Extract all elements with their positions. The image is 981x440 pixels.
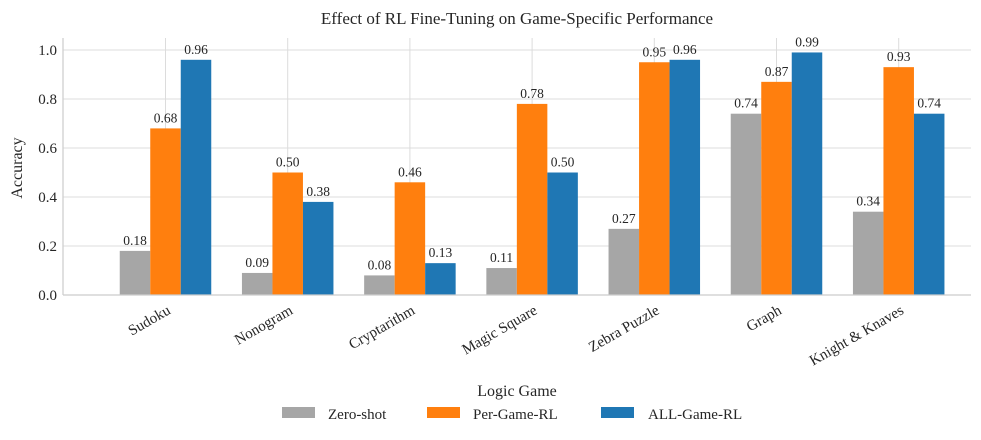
bar-per-game-rl (150, 128, 181, 295)
legend-swatch (282, 407, 315, 418)
y-axis-label: Accuracy (9, 137, 26, 198)
legend: Logic Game Zero-shot Per-Game-RL ALL-Game-… (282, 383, 742, 423)
data-label: 0.18 (123, 233, 147, 248)
chart-title: Effect of RL Fine-Tuning on Game-Specifi… (321, 9, 713, 28)
data-label: 0.09 (245, 255, 269, 270)
y-tick-label: 1.0 (38, 43, 57, 59)
axes (62, 38, 971, 296)
data-label: 0.99 (795, 34, 819, 49)
y-tick-labels: 0.0 0.2 0.4 0.6 0.8 1.0 (38, 43, 57, 304)
bar-zero-shot (852, 211, 884, 295)
data-label: 0.46 (398, 164, 422, 179)
x-tick-label: Magic Square (460, 302, 541, 358)
legend-label: Per-Game-RL (473, 407, 558, 423)
bar-per-game-rl (516, 103, 548, 296)
y-tick-label: 0.0 (38, 288, 57, 304)
bar-zero-shot (241, 272, 273, 295)
bar-zero-shot (119, 250, 151, 295)
legend-title: Logic Game (477, 383, 557, 400)
x-tick-labels: Sudoku Nonogram Cryptarithm Magic Square Zeb… (126, 302, 907, 369)
data-label: 0.08 (368, 257, 392, 272)
bar-zero-shot (730, 113, 762, 295)
data-label: 0.87 (765, 64, 789, 79)
x-tick-label: Sudoku (126, 302, 174, 339)
data-label: 0.74 (917, 96, 941, 111)
data-label: 0.96 (673, 42, 697, 57)
data-label: 0.13 (429, 245, 453, 260)
bar-all-game-rl (425, 263, 456, 295)
data-label: 0.68 (154, 110, 178, 125)
y-tick-label: 0.6 (38, 141, 57, 157)
data-label: 0.34 (856, 194, 880, 209)
data-label: 0.95 (642, 44, 666, 59)
bar-per-game-rl (272, 172, 303, 295)
bar-zero-shot (486, 268, 517, 295)
data-label: 0.96 (184, 42, 208, 57)
bars (119, 52, 945, 296)
bar-per-game-rl (883, 67, 914, 296)
bar-all-game-rl (913, 113, 945, 295)
value-labels: 0.18 0.09 0.08 0.11 0.27 0.74 0.34 0.68 0.50 0.46… (123, 34, 941, 272)
x-tick-label: Knight & Knaves (807, 303, 907, 370)
bar-per-game-rl (761, 81, 792, 295)
data-label: 0.27 (612, 211, 636, 226)
y-tick-label: 0.8 (38, 92, 57, 108)
data-label: 0.38 (306, 184, 330, 199)
x-tick-label: Graph (744, 302, 785, 335)
data-label: 0.11 (490, 250, 513, 265)
bar-per-game-rl (639, 62, 670, 295)
bar-all-game-rl (180, 59, 212, 295)
data-label: 0.50 (551, 155, 575, 170)
bar-all-game-rl (791, 52, 823, 296)
x-tick-label: Zebra Puzzle (586, 302, 662, 355)
legend-label: ALL-Game-RL (648, 407, 742, 423)
bar-zero-shot (364, 275, 395, 295)
x-tick-label: Nonogram (232, 302, 296, 348)
bar-zero-shot (608, 228, 640, 295)
legend-label: Zero-shot (328, 407, 387, 423)
bar-all-game-rl (669, 59, 701, 295)
data-label: 0.78 (520, 86, 544, 101)
bar-all-game-rl (547, 172, 578, 295)
bar-per-game-rl (394, 182, 426, 295)
legend-swatch (601, 407, 634, 418)
y-tick-label: 0.4 (38, 190, 57, 206)
y-tick-label: 0.2 (38, 239, 57, 255)
bar-all-game-rl (302, 201, 334, 295)
data-label: 0.50 (276, 155, 300, 170)
x-tick-label: Cryptarithm (346, 302, 418, 353)
legend-swatch (427, 407, 460, 418)
data-label: 0.74 (734, 96, 758, 111)
data-label: 0.93 (887, 49, 911, 64)
